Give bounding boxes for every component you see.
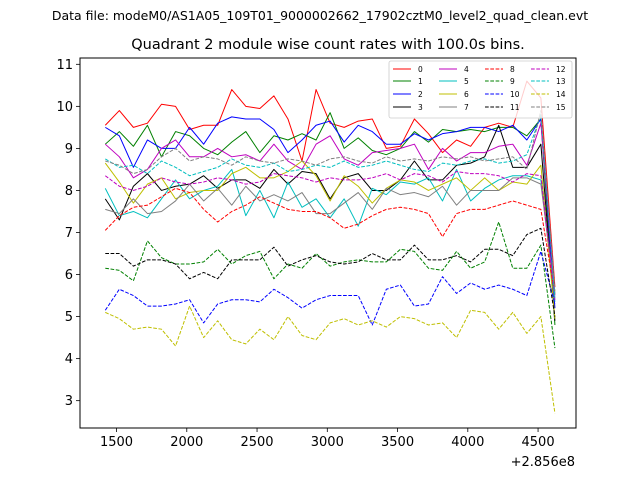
series-line-14 <box>105 305 556 414</box>
legend-label-15: 15 <box>556 103 566 112</box>
legend-label-0: 0 <box>418 65 423 74</box>
legend-label-14: 14 <box>556 90 566 99</box>
y-axis-ticks: 3 4 5 6 7 8 9 10 11 <box>56 58 80 409</box>
x-tick-label: 3500 <box>381 435 414 450</box>
x-axis-ticks: 1500 2000 2500 3000 3500 4000 4500 <box>100 428 555 450</box>
y-tick-label: 4 <box>65 352 73 367</box>
legend-label-8: 8 <box>510 65 515 74</box>
series-line-1 <box>104 112 556 326</box>
x-tick-label: 4500 <box>522 435 555 450</box>
legend-label-6: 6 <box>464 90 469 99</box>
plot-area-frame <box>79 57 577 429</box>
legend-label-12: 12 <box>556 65 566 74</box>
series-line-15 <box>105 110 556 292</box>
series-line-12 <box>104 171 556 300</box>
x-tick-label: 4000 <box>451 435 484 450</box>
y-tick-label: 10 <box>56 100 73 115</box>
chart-title: Quadrant 2 module wise count rates with … <box>131 37 525 53</box>
y-tick-label: 8 <box>65 184 73 199</box>
x-tick-label: 2000 <box>170 435 203 450</box>
legend-label-3: 3 <box>418 103 423 112</box>
series-line-6 <box>104 160 556 319</box>
legend-label-10: 10 <box>510 90 520 99</box>
series-line-7 <box>105 177 556 294</box>
y-tick-label: 6 <box>65 268 73 283</box>
y-tick-label: 7 <box>65 226 73 241</box>
x-axis-offset-label: +2.856e8 <box>511 455 575 470</box>
series-line-9 <box>105 221 556 349</box>
series-line-4 <box>104 122 556 296</box>
legend-label-7: 7 <box>464 103 469 112</box>
legend-label-5: 5 <box>464 77 469 86</box>
y-tick-label: 3 <box>65 394 73 409</box>
legend-label-9: 9 <box>510 77 515 86</box>
y-tick-label: 11 <box>56 58 73 73</box>
figure-suptitle: Data file: modeM0/AS1A05_109T01_90000026… <box>52 8 588 23</box>
x-tick-label: 1500 <box>100 435 133 450</box>
legend-label-11: 11 <box>510 103 520 112</box>
series-line-10 <box>104 250 556 326</box>
x-tick-label: 2500 <box>240 435 273 450</box>
x-tick-label: 3000 <box>311 435 344 450</box>
legend-label-1: 1 <box>418 77 423 86</box>
legend-label-13: 13 <box>556 77 566 86</box>
series-line-13 <box>105 114 556 298</box>
series-line-11 <box>105 227 556 317</box>
legend-box <box>388 60 573 119</box>
series-line-2 <box>105 116 556 309</box>
y-tick-label: 9 <box>65 142 73 157</box>
y-tick-label: 5 <box>65 310 73 325</box>
series-line-8 <box>104 187 556 296</box>
series-line-0 <box>104 80 556 288</box>
legend-label-2: 2 <box>418 90 423 99</box>
legend-label-4: 4 <box>464 65 469 74</box>
series-layer <box>104 80 556 414</box>
